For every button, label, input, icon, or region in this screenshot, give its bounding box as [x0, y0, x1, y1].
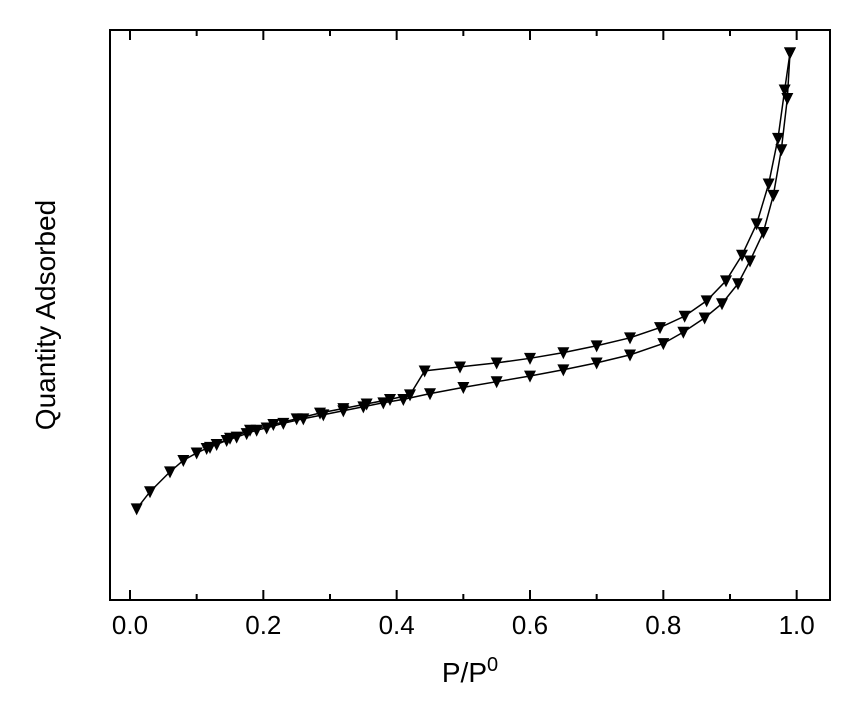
- x-tick-label: 0.8: [645, 610, 681, 640]
- adsorption-marker: [131, 503, 143, 515]
- desorption-marker: [654, 322, 666, 334]
- x-tick-label: 0.4: [379, 610, 415, 640]
- desorption-marker: [701, 295, 713, 307]
- adsorption-marker: [699, 312, 711, 324]
- desorption-marker: [763, 179, 775, 191]
- axes-box: [110, 30, 830, 600]
- x-tick-label: 0.2: [245, 610, 281, 640]
- isotherm-chart: 0.0 0.2 0.4 0.6 0.8 1.0 P/P0 Quantity Adsorbed: [0, 0, 862, 713]
- x-tick-label: 1.0: [779, 610, 815, 640]
- desorption-marker: [679, 311, 691, 323]
- x-tick-label: 0.6: [512, 610, 548, 640]
- adsorption-marker: [744, 255, 756, 267]
- y-axis-label: Quantity Adsorbed: [30, 200, 61, 430]
- adsorption-marker: [757, 227, 769, 239]
- adsorption-marker: [177, 455, 189, 467]
- adsorption-line: [137, 53, 790, 509]
- desorption-marker: [419, 365, 431, 377]
- adsorption-marker: [191, 448, 203, 460]
- desorption-marker: [784, 47, 796, 59]
- chart-svg: 0.0 0.2 0.4 0.6 0.8 1.0 P/P0 Quantity Adsorbed: [0, 0, 862, 713]
- x-tick-label: 0.0: [112, 610, 148, 640]
- adsorption-marker: [677, 327, 689, 339]
- desorption-line: [210, 53, 790, 447]
- adsorption-marker: [716, 298, 728, 310]
- adsorption-marker: [767, 190, 779, 202]
- adsorption-marker: [657, 338, 669, 350]
- x-axis-label: P/P0: [442, 654, 498, 688]
